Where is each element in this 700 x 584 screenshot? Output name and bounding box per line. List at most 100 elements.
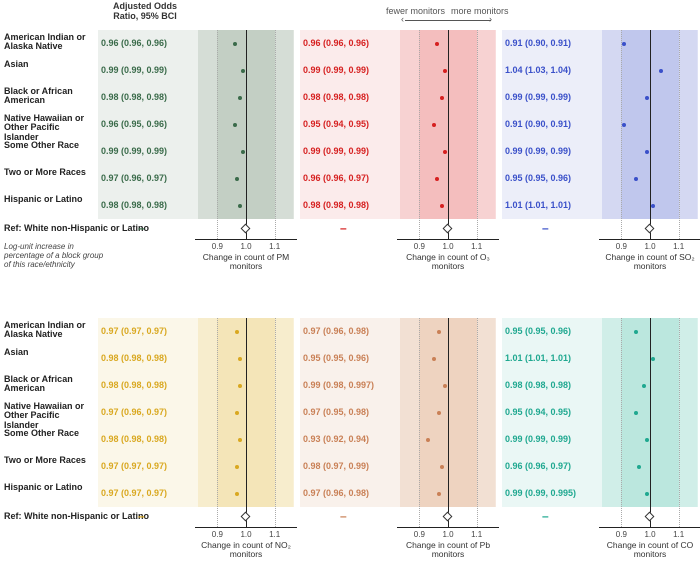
point-marker [238,204,242,208]
vline-center [650,318,651,527]
tick-label: 1.0 [644,242,655,251]
ref-diamond [443,224,453,234]
point-marker [238,384,242,388]
vline-low [621,318,622,527]
ref-diamond [241,512,251,522]
axis-title: Change in count of CO monitors [597,541,700,560]
tick-label: 1.0 [442,242,453,251]
value-text: 1.01 (1.01, 1.01) [505,353,571,363]
vline-center [246,30,247,239]
point-marker [432,123,436,127]
tick-label: 0.9 [616,530,627,539]
point-marker [634,177,638,181]
value-text: 0.97 (0.96, 0.97) [101,173,167,183]
vline-high [477,30,478,239]
value-text: 0.98 (0.98, 0.98) [101,200,167,210]
value-text: 0.98 (0.98, 0.98) [303,92,369,102]
vline-center [448,318,449,527]
axis-title: Change in count of SO₂ monitors [597,253,700,272]
tick-label: 0.9 [414,530,425,539]
vline-center [246,318,247,527]
group-label: Asian [4,348,95,357]
value-text: 0.95 (0.95, 0.96) [303,353,369,363]
ref-diamond [645,224,655,234]
ref-dash: – [340,509,347,523]
value-text: 0.98 (0.98, 0.98) [101,380,167,390]
value-text: 0.96 (0.96, 0.96) [101,38,167,48]
footnote: Log-unit increase in percentage of a blo… [4,243,109,269]
point-marker [233,123,237,127]
more-label: more monitors [451,6,509,16]
vline-high [275,30,276,239]
ref-label: Ref: White non-Hispanic or Latino [4,511,149,521]
point-marker [645,96,649,100]
group-label: Two or More Races [4,456,95,465]
group-label: Asian [4,60,95,69]
point-marker [443,150,447,154]
value-text: 0.97 (0.95, 0.98) [303,407,369,417]
point-marker [642,384,646,388]
group-label: Native Hawaiian or Other Pacific Islande… [4,114,95,142]
value-text: 0.99 (0.99, 0.99) [505,434,571,444]
value-text: 0.96 (0.96, 0.97) [303,173,369,183]
point-marker [238,357,242,361]
tick-label: 0.9 [212,242,223,251]
point-marker [440,204,444,208]
value-text: 0.98 (0.98, 0.98) [303,200,369,210]
axis-line [397,527,499,528]
point-marker [437,330,441,334]
axis-title: Change in count of PM monitors [193,253,299,272]
value-text: 1.04 (1.03, 1.04) [505,65,571,75]
tick-label: 1.1 [673,242,684,251]
tick-label: 1.0 [240,242,251,251]
value-text: 0.99 (0.99, 0.99) [303,146,369,156]
point-marker [645,492,649,496]
point-marker [432,357,436,361]
axis-line [599,527,700,528]
group-label: Black or African American [4,87,95,106]
ref-dash: – [138,509,145,523]
axis-title: Change in count of O₃ monitors [395,253,501,272]
value-text: 0.98 (0.98, 0.98) [101,434,167,444]
value-text: 0.99 (0.99, 0.99) [101,65,167,75]
point-marker [235,177,239,181]
vline-low [621,30,622,239]
point-marker [426,438,430,442]
group-label: Some Other Race [4,429,95,438]
value-text: 0.96 (0.95, 0.96) [101,119,167,129]
ref-diamond [645,512,655,522]
group-label: Hispanic or Latino [4,483,95,492]
point-marker [443,384,447,388]
vline-low [419,318,420,527]
value-text: 0.99 (0.99, 0.99) [101,146,167,156]
arrow-left: ‹ [401,14,404,24]
arrow-right: › [489,14,492,24]
value-text: 0.95 (0.94, 0.95) [505,407,571,417]
value-text: 0.98 (0.97, 0.99) [303,461,369,471]
value-text: 0.99 (0.98, 0.997) [303,380,374,390]
value-text: 1.01 (1.01, 1.01) [505,200,571,210]
point-marker [645,150,649,154]
point-marker [238,96,242,100]
axis-line [195,239,297,240]
axis-line [599,239,700,240]
group-label: Black or African American [4,375,95,394]
ref-dash: – [138,221,145,235]
axis-line [397,239,499,240]
point-marker [651,357,655,361]
point-marker [634,330,638,334]
vline-high [679,30,680,239]
tick-label: 1.1 [673,530,684,539]
value-text: 0.97 (0.97, 0.97) [101,488,167,498]
point-marker [440,465,444,469]
point-marker [235,411,239,415]
value-text: 0.98 (0.98, 0.98) [101,92,167,102]
ref-label: Ref: White non-Hispanic or Latino [4,223,149,233]
point-marker [651,204,655,208]
value-text: 0.97 (0.96, 0.97) [101,407,167,417]
point-marker [622,123,626,127]
tick-label: 1.0 [442,530,453,539]
point-marker [437,411,441,415]
group-label: American Indian or Alaska Native [4,33,95,52]
value-text: 0.99 (0.99, 0.995) [505,488,576,498]
